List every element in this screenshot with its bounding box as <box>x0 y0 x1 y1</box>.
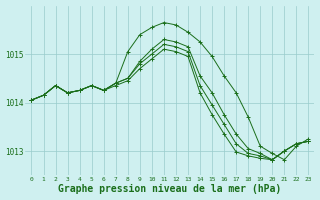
X-axis label: Graphe pression niveau de la mer (hPa): Graphe pression niveau de la mer (hPa) <box>58 184 282 194</box>
